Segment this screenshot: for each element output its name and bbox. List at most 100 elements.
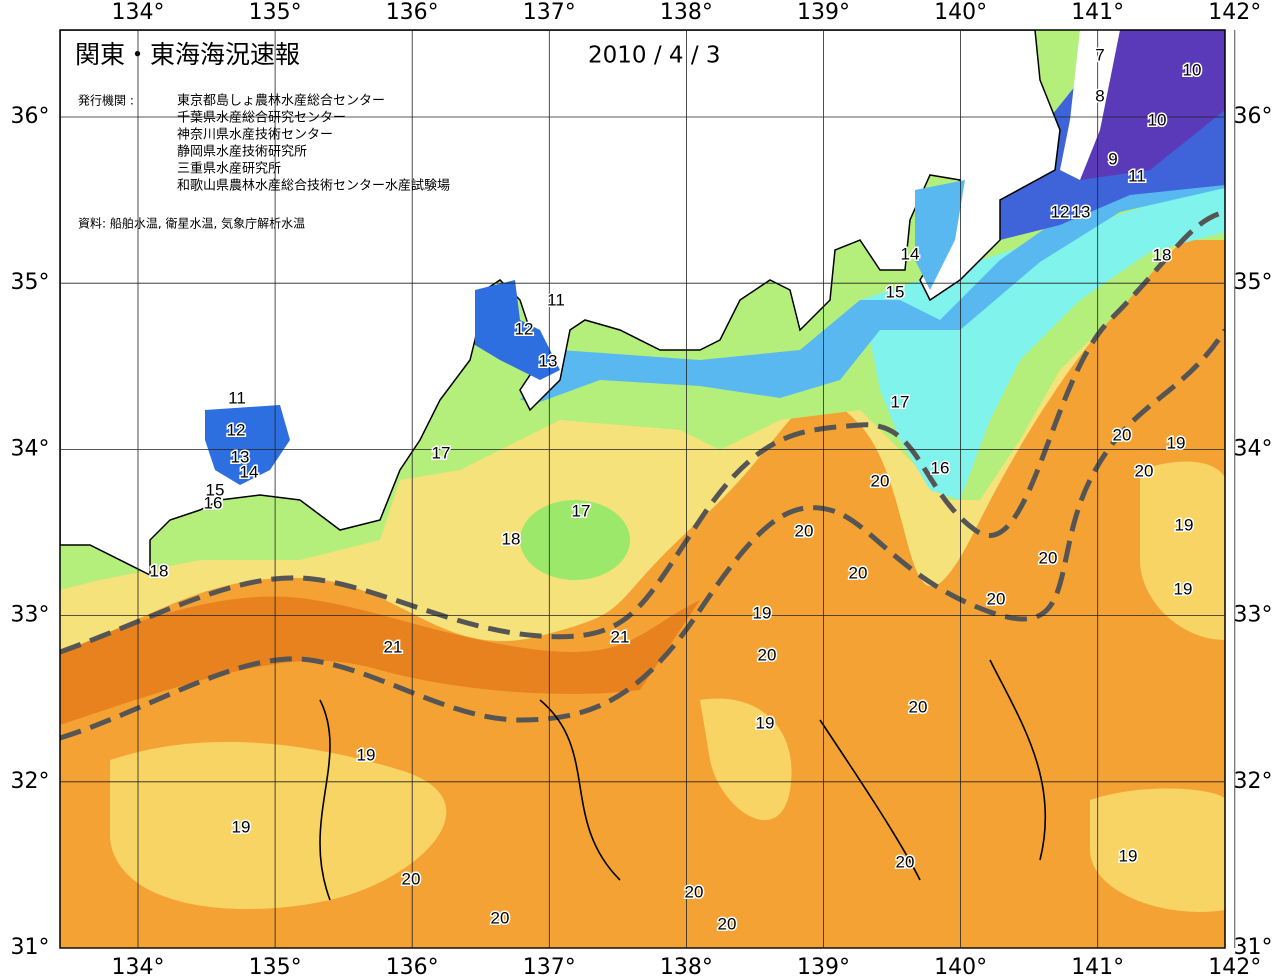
isotherm-label: 8 <box>1095 86 1104 105</box>
isotherm-label: 20 <box>909 697 928 716</box>
coastal-water <box>520 140 1225 402</box>
isotherm-label: 20 <box>1113 425 1132 444</box>
longitude-label: 136° <box>386 955 439 980</box>
isotherm-label: 17 <box>572 501 591 520</box>
latitude-label: 34° <box>11 436 50 461</box>
isotherm-label: 12 <box>227 420 246 439</box>
longitude-label: 138° <box>660 0 713 25</box>
isotherm-label: 13 <box>231 447 250 466</box>
map-date: 2010 / 4 / 3 <box>588 43 721 69</box>
map-area <box>60 30 1225 948</box>
isotherm-label: 14 <box>901 244 920 263</box>
longitude-label: 137° <box>523 0 576 25</box>
isotherm-label: 20 <box>849 563 868 582</box>
longitude-label: 138° <box>660 955 713 980</box>
isotherm-label: 20 <box>718 914 737 933</box>
latitude-label: 32° <box>1234 769 1273 794</box>
longitude-label: 141° <box>1071 955 1124 980</box>
isotherm-label: 19 <box>756 713 775 732</box>
mild-water <box>1140 461 1225 640</box>
isotherm-label: 18 <box>502 529 521 548</box>
longitude-label: 142° <box>1208 0 1261 25</box>
overlay: 134° 134° 135° 135° 136° 136° 137° 137° 138° 138°… <box>11 0 1273 980</box>
isotherm-label: 13 <box>1072 202 1091 221</box>
mild-water <box>1090 788 1225 912</box>
longitude-label: 137° <box>523 955 576 980</box>
longitude-label: 139° <box>797 0 850 25</box>
isotherm-label: 20 <box>491 908 510 927</box>
latitude-label: 31° <box>11 935 50 960</box>
mild-water <box>700 698 792 821</box>
longitude-label: 140° <box>934 955 987 980</box>
isotherm-label: 11 <box>547 290 565 309</box>
latitude-label: 33° <box>11 603 50 628</box>
isotherm-label: 13 <box>539 351 558 370</box>
isotherm-label: 19 <box>357 745 376 764</box>
agency-name: 千葉県水産総合研究センター <box>177 110 346 126</box>
longitude-label: 139° <box>797 955 850 980</box>
isotherm-label: 11 <box>228 388 246 407</box>
agency-name: 静岡県水産技術研究所 <box>177 144 307 160</box>
isotherm-label: 20 <box>795 521 814 540</box>
latitude-label: 35° <box>1234 270 1273 295</box>
latitude-label: 32° <box>11 769 50 794</box>
isotherm-label: 20 <box>685 882 704 901</box>
isotherm-label: 19 <box>232 817 251 836</box>
bay-water <box>915 180 965 290</box>
bay-water <box>205 405 290 485</box>
longitude-label: 136° <box>386 0 439 25</box>
isotherm-label: 12 <box>1051 202 1070 221</box>
isotherm-label: 21 <box>384 637 403 656</box>
isotherm-label: 20 <box>1039 548 1058 567</box>
isotherm-label: 19 <box>1119 846 1138 865</box>
bay-water <box>475 280 560 380</box>
latitude-label: 31° <box>1234 935 1273 960</box>
warm-core <box>60 596 700 725</box>
map-title: 関東・東海海況速報 <box>75 40 300 69</box>
mild-water <box>110 741 447 910</box>
isotherm-label: 14 <box>240 462 259 481</box>
isotherm-label: 20 <box>1135 461 1154 480</box>
agency-name: 三重県水産研究所 <box>177 161 281 177</box>
longitude-label: 135° <box>249 955 302 980</box>
isotherm-label: 17 <box>891 392 910 411</box>
isotherm-label: 15 <box>886 282 905 301</box>
land <box>1060 30 1120 180</box>
latitude-label: 34° <box>1234 436 1273 461</box>
latitude-label: 33° <box>1234 603 1273 628</box>
isotherm-label: 16 <box>931 458 950 477</box>
longitude-label: 140° <box>934 0 987 25</box>
isotherm-label: 10 <box>1148 110 1167 129</box>
cyan-water <box>860 180 1225 500</box>
isotherm-label: 20 <box>896 852 915 871</box>
agency-name: 神奈川県水産技術センター <box>177 127 333 143</box>
isotherm-label: 20 <box>871 471 890 490</box>
data-source: 資料: 船舶水温, 衛星水温, 気象庁解析水温 <box>78 216 305 231</box>
longitude-label: 142° <box>1208 955 1261 980</box>
isotherm <box>319 659 1047 901</box>
isotherm-label: 19 <box>1175 515 1194 534</box>
agency-name: 東京都島しょ農林水産総合センター <box>177 93 385 109</box>
kuroshio-edge <box>60 328 1225 741</box>
longitude-label: 134° <box>112 955 165 980</box>
isotherm-label: 20 <box>987 589 1006 608</box>
latitude-label: 35° <box>11 270 50 295</box>
longitude-label: 134° <box>112 0 165 25</box>
cold-eddy <box>520 500 630 580</box>
isotherm-label: 9 <box>1108 149 1117 168</box>
isotherm-label: 11 <box>1128 166 1146 185</box>
isotherm-label: 7 <box>1095 45 1104 64</box>
isotherm-label: 17 <box>432 443 451 462</box>
isotherm-label: 21 <box>611 627 630 646</box>
isotherm-label: 20 <box>758 645 777 664</box>
isotherm-label: 18 <box>150 561 169 580</box>
kuroshio-axis <box>60 209 1225 655</box>
land <box>60 30 1061 577</box>
isotherm-label: 10 <box>1183 60 1202 79</box>
isotherm-label: 19 <box>753 603 772 622</box>
isotherm-label: 15 <box>206 480 225 499</box>
isotherm-label: 18 <box>1153 245 1172 264</box>
longitude-label: 135° <box>249 0 302 25</box>
isotherm-label: 16 <box>204 493 223 512</box>
agency-name: 和歌山県農林水産総合技術センター水産試験場 <box>177 178 450 194</box>
